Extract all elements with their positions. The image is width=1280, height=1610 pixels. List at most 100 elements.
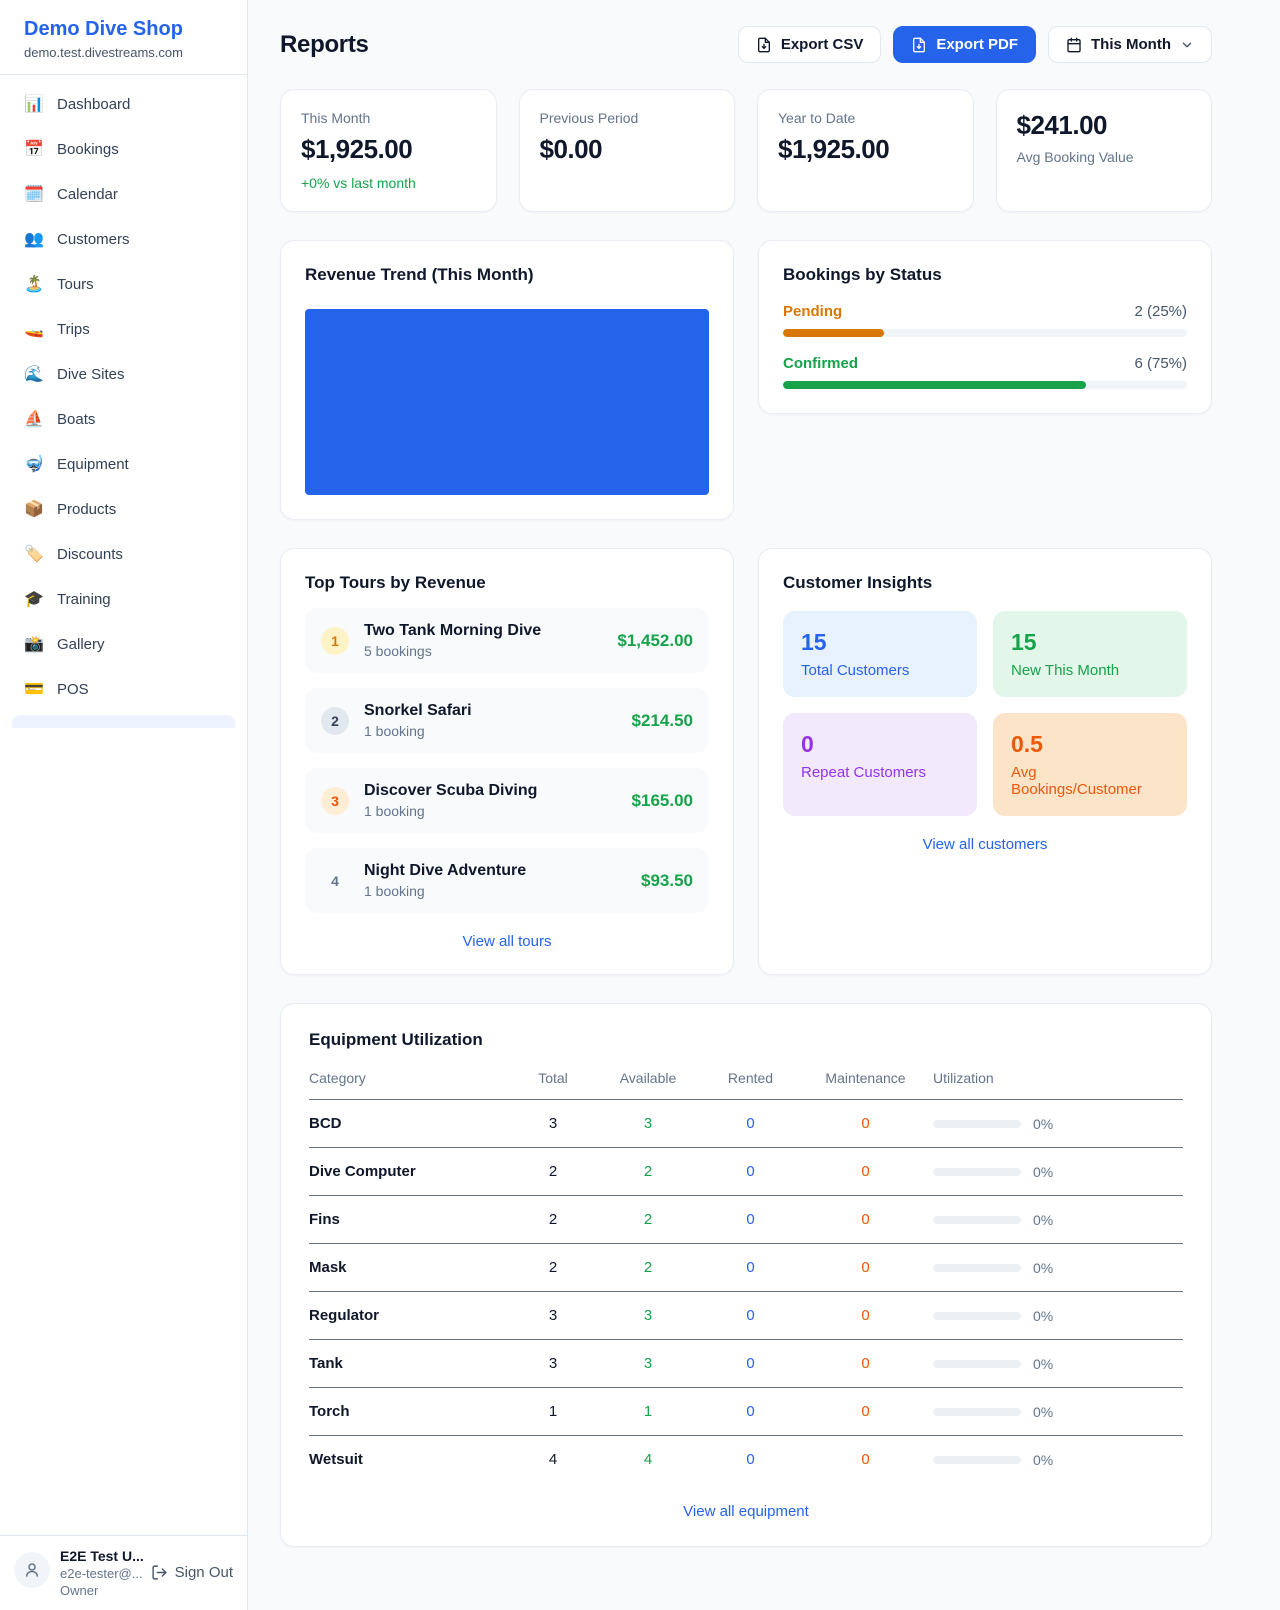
sidebar-item-bookings[interactable]: 📅 Bookings xyxy=(12,130,235,168)
cell-utilization: 0% xyxy=(933,1212,1183,1228)
table-row: Tank 3 3 0 0 0% xyxy=(309,1340,1183,1388)
table-row: Mask 2 2 0 0 0% xyxy=(309,1244,1183,1292)
tour-row: 4 Night Dive Adventure 1 booking $93.50 xyxy=(305,848,709,913)
cell-category: Fins xyxy=(309,1211,340,1228)
sidebar-item-label: Gallery xyxy=(57,635,105,653)
sidebar-item-boats[interactable]: ⛵ Boats xyxy=(12,400,235,438)
user-email: e2e-tester@... xyxy=(60,1566,143,1581)
col-rented: Rented xyxy=(727,1070,774,1086)
cell-rented: 0 xyxy=(746,1115,755,1132)
utilization-pct: 0% xyxy=(1033,1259,1054,1276)
tile-value: 15 xyxy=(801,629,827,655)
utilization-pct: 0% xyxy=(1033,1307,1054,1324)
sidebar-item-customers[interactable]: 👥 Customers xyxy=(12,220,235,258)
cell-available: 2 xyxy=(643,1163,653,1180)
sidebar-item-pos[interactable]: 💳 POS xyxy=(12,670,235,708)
sidebar: Demo Dive Shop demo.test.divestreams.com… xyxy=(0,0,248,1610)
sidebar-item-label: POS xyxy=(57,680,89,698)
stat-value: $0.00 xyxy=(539,134,603,164)
cell-utilization: 0% xyxy=(933,1356,1183,1372)
sidebar-item-discounts[interactable]: 🏷️ Discounts xyxy=(12,535,235,573)
status-row-pending: Pending 2 (25%) xyxy=(783,303,1187,337)
sidebar-item-dive-sites[interactable]: 🌊 Dive Sites xyxy=(12,355,235,393)
tour-bookings: 1 booking xyxy=(364,803,425,819)
bookings-by-status-title: Bookings by Status xyxy=(783,265,942,284)
cell-utilization: 0% xyxy=(933,1308,1183,1324)
sidebar-item-equipment[interactable]: 🤿 Equipment xyxy=(12,445,235,483)
sign-out-label: Sign Out xyxy=(174,1564,233,1581)
calendar-date-icon: 📅 xyxy=(24,141,44,158)
cell-category: Torch xyxy=(309,1403,350,1420)
tile-repeat-customers: 0 Repeat Customers xyxy=(783,713,977,816)
stat-delta: +0% vs last month xyxy=(301,175,416,191)
sidebar-item-label: Dive Sites xyxy=(57,365,125,383)
sidebar-item-label: Customers xyxy=(57,230,130,248)
sidebar-item-calendar[interactable]: 🗓️ Calendar xyxy=(12,175,235,213)
sidebar-item-training[interactable]: 🎓 Training xyxy=(12,580,235,618)
status-count: 2 (25%) xyxy=(1134,303,1187,320)
sign-out-icon xyxy=(152,1565,167,1580)
cell-rented: 0 xyxy=(746,1403,755,1420)
cell-available: 1 xyxy=(643,1403,653,1420)
export-pdf-button[interactable]: Export PDF xyxy=(893,26,1037,63)
revenue-trend-title: Revenue Trend (This Month) xyxy=(305,265,534,284)
header-actions: Export CSV Export PDF This Month xyxy=(737,26,1212,63)
tour-row: 1 Two Tank Morning Dive 5 bookings $1,452… xyxy=(305,608,709,673)
utilization-pct: 0% xyxy=(1033,1115,1054,1132)
cell-utilization: 0% xyxy=(933,1164,1183,1180)
tour-bookings: 1 booking xyxy=(364,883,425,899)
tour-revenue: $1,452.00 xyxy=(617,630,693,650)
package-icon: 📦 xyxy=(24,501,44,518)
main-content: Reports Export CSV Export PDF This Month… xyxy=(248,0,1280,1610)
sidebar-item-label: Dashboard xyxy=(57,95,131,113)
sidebar-item-dashboard[interactable]: 📊 Dashboard xyxy=(12,85,235,123)
cell-rented: 0 xyxy=(746,1307,755,1324)
col-category: Category xyxy=(309,1070,366,1086)
brand-name: Demo Dive Shop xyxy=(24,18,183,40)
view-all-tours-link[interactable]: View all tours xyxy=(462,933,552,950)
sidebar-item-products[interactable]: 📦 Products xyxy=(12,490,235,528)
bar-chart-icon: 📊 xyxy=(24,96,44,113)
sidebar-item-gallery[interactable]: 📸 Gallery xyxy=(12,625,235,663)
tour-row: 3 Discover Scuba Diving 1 booking $165.00 xyxy=(305,768,709,833)
sign-out-button[interactable]: Sign Out xyxy=(151,1564,233,1581)
utilization-pct: 0% xyxy=(1033,1211,1054,1228)
island-icon: 🏝️ xyxy=(24,276,44,293)
rank-badge: 4 xyxy=(331,872,339,889)
cell-available: 4 xyxy=(643,1451,653,1468)
sidebar-item-active-partial[interactable] xyxy=(12,715,235,728)
tile-total-customers: 15 Total Customers xyxy=(783,611,977,697)
tour-revenue: $93.50 xyxy=(641,870,693,890)
view-all-customers-link[interactable]: View all customers xyxy=(922,836,1048,853)
equipment-utilization-card: Equipment Utilization Category Total Ava… xyxy=(280,1003,1212,1547)
sidebar-item-tours[interactable]: 🏝️ Tours xyxy=(12,265,235,303)
customer-insights-card: Customer Insights 15 Total Customers 15 … xyxy=(758,548,1212,975)
user-name: E2E Test U... xyxy=(60,1548,144,1564)
col-utilization: Utilization xyxy=(933,1070,994,1086)
export-csv-label: Export CSV xyxy=(780,36,864,53)
sidebar-item-trips[interactable]: 🚤 Trips xyxy=(12,310,235,348)
cell-utilization: 0% xyxy=(933,1260,1183,1276)
top-tours-card: Top Tours by Revenue 1 Two Tank Morning … xyxy=(280,548,734,975)
period-dropdown[interactable]: This Month xyxy=(1048,26,1212,63)
table-row: Torch 1 1 0 0 0% xyxy=(309,1388,1183,1436)
tile-value: 15 xyxy=(1011,629,1037,655)
sidebar-item-label: Tours xyxy=(57,275,94,293)
cell-available: 3 xyxy=(643,1355,653,1372)
user-info: E2E Test U... e2e-tester@... Owner xyxy=(60,1548,144,1598)
tour-name: Night Dive Adventure xyxy=(364,862,527,879)
tour-bookings: 5 bookings xyxy=(364,643,432,659)
period-label: This Month xyxy=(1091,36,1171,53)
diving-mask-icon: 🤿 xyxy=(24,456,44,473)
cell-utilization: 0% xyxy=(933,1116,1183,1132)
tour-revenue: $165.00 xyxy=(631,790,693,810)
stat-label: This Month xyxy=(301,110,371,126)
cell-available: 3 xyxy=(643,1115,653,1132)
tile-label: Repeat Customers xyxy=(801,764,927,781)
status-row-confirmed: Confirmed 6 (75%) xyxy=(783,355,1187,389)
view-all-equipment-link[interactable]: View all equipment xyxy=(683,1503,809,1520)
page-header: Reports Export CSV Export PDF This Month xyxy=(280,26,1212,63)
tile-avg-bookings-customer: 0.5 Avg Bookings/Customer xyxy=(993,713,1187,816)
cell-maintenance: 0 xyxy=(861,1307,870,1324)
export-csv-button[interactable]: Export CSV xyxy=(737,26,882,63)
